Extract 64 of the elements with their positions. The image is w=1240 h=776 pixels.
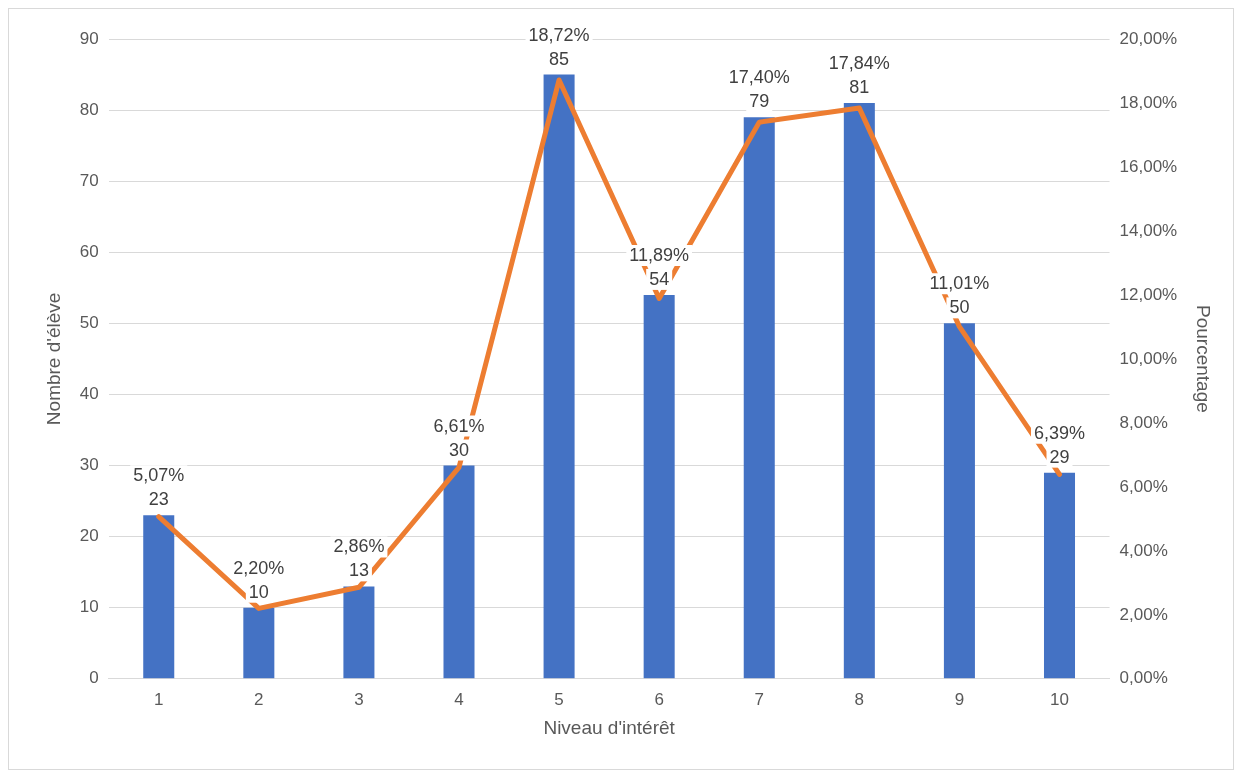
data-label: 29: [1049, 446, 1070, 467]
bar: [643, 294, 675, 679]
data-label: 50: [949, 297, 970, 318]
y2-tick-label: 10,00%: [1119, 348, 1178, 368]
bar: [743, 117, 775, 679]
data-label: 17,84%: [828, 52, 890, 73]
x-tick-label: 1: [154, 689, 164, 709]
x-axis-title: Niveau d'intérêt: [543, 716, 676, 738]
data-label: 81: [849, 76, 870, 97]
x-tick-label: 4: [454, 689, 464, 709]
data-label: 54: [649, 268, 670, 289]
y2-tick-label: 0,00%: [1119, 668, 1168, 688]
x-tick-label: 10: [1050, 689, 1069, 709]
y-tick-label: 20: [79, 526, 99, 546]
x-tick-label: 9: [954, 689, 965, 709]
data-label: 6,39%: [1033, 422, 1086, 443]
y2-tick-label: 4,00%: [1119, 540, 1168, 560]
data-label: 79: [749, 91, 770, 112]
y-tick-label: 90: [79, 28, 99, 48]
data-label: 2,20%: [233, 557, 285, 578]
y-tick-label: 0: [89, 668, 99, 688]
y2-tick-label: 8,00%: [1119, 412, 1168, 432]
y2-tick-label: 18,00%: [1119, 92, 1178, 112]
y-tick-label: 10: [79, 597, 99, 617]
bar: [543, 74, 575, 679]
x-tick-label: 5: [554, 689, 564, 709]
y2-tick-label: 12,00%: [1119, 284, 1178, 304]
y-tick-label: 40: [79, 384, 99, 404]
data-label: 30: [448, 439, 470, 460]
data-label: 23: [148, 489, 169, 510]
data-label: 6,61%: [433, 415, 485, 436]
y-axis-title: Nombre d'élève: [42, 292, 64, 426]
y-tick-label: 50: [79, 313, 99, 333]
bar: [443, 465, 475, 679]
y2-tick-label: 2,00%: [1119, 604, 1168, 624]
bar: [143, 515, 175, 679]
y2-tick-label: 14,00%: [1119, 220, 1178, 240]
x-tick-label: 3: [354, 689, 364, 709]
y2-axis-title: Pourcentage: [1193, 305, 1215, 413]
data-label: 11,89%: [629, 244, 690, 265]
x-tick-label: 2: [254, 689, 264, 709]
y-tick-label: 30: [79, 455, 99, 475]
bar: [343, 586, 375, 679]
data-label: 10: [248, 581, 269, 602]
y-tick-label: 80: [79, 99, 99, 119]
data-label: 2,86%: [333, 536, 385, 557]
x-tick-label: 7: [754, 689, 764, 709]
x-tick-label: 8: [854, 689, 865, 709]
x-tick-label: 6: [654, 689, 664, 709]
bar: [943, 323, 975, 679]
y2-tick-label: 16,00%: [1119, 156, 1178, 176]
data-label: 5,07%: [133, 465, 185, 486]
data-label: 13: [348, 560, 369, 581]
y-tick-label: 70: [79, 170, 99, 190]
y-tick-label: 60: [79, 241, 99, 261]
data-label: 18,72%: [528, 24, 590, 45]
bar: [1043, 472, 1076, 679]
bar: [843, 102, 875, 679]
y2-tick-label: 20,00%: [1119, 28, 1178, 48]
bar: [243, 607, 275, 679]
data-label: 85: [549, 48, 570, 69]
y2-tick-label: 6,00%: [1119, 476, 1168, 496]
data-label: 17,40%: [728, 67, 790, 88]
data-label: 11,01%: [929, 273, 990, 294]
